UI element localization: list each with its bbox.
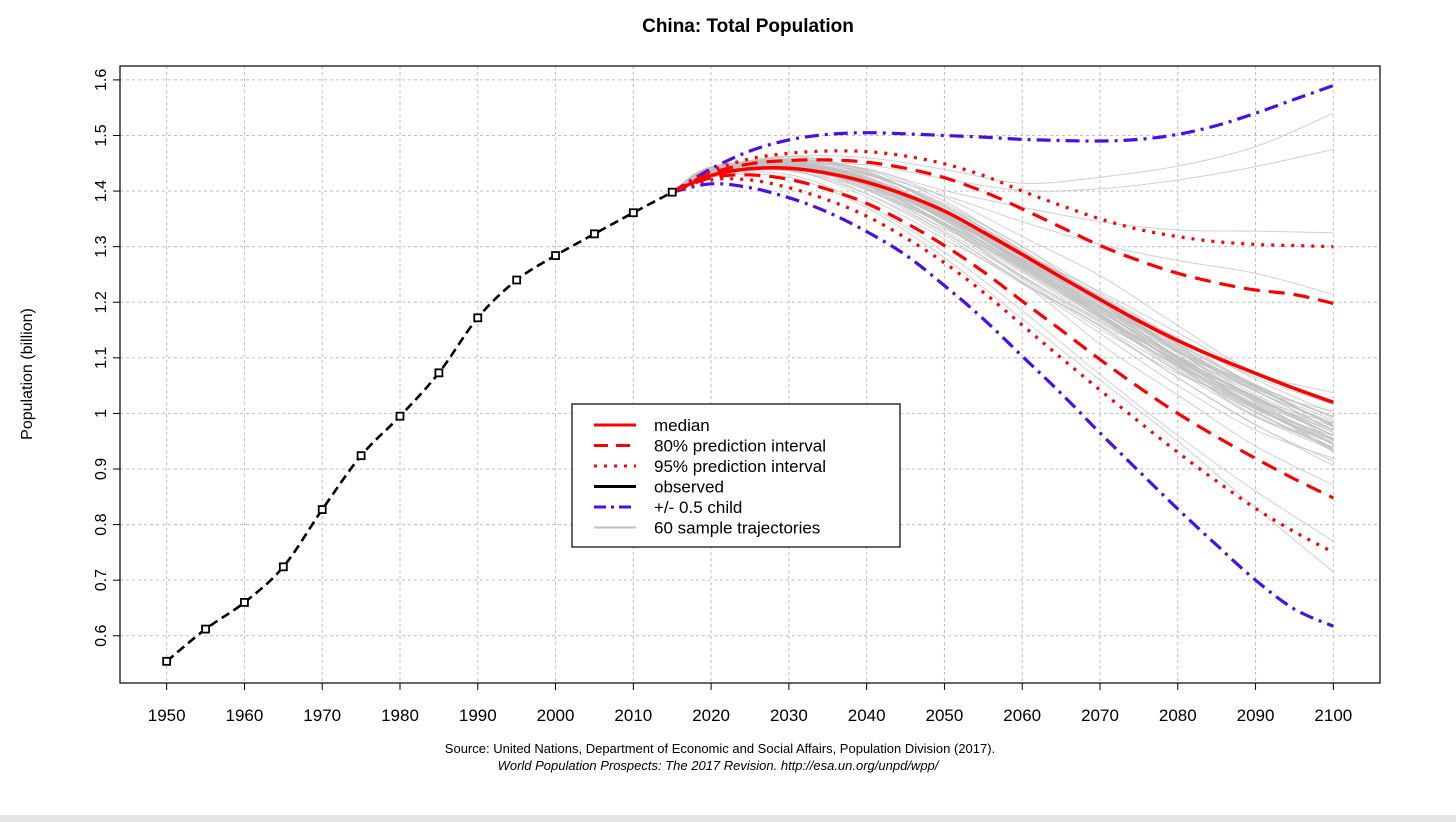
legend-label-median: median [654,416,710,435]
window-bottom-bar [0,815,1456,822]
legend-label-0-5-child: +/- 0.5 child [654,498,742,517]
series-line-observed [165,191,673,663]
y-tick-label: 0.7 [93,569,110,591]
sample-trajectory [671,160,1334,234]
legend-box [571,403,901,548]
sample-trajectory [671,164,1334,445]
series-line-0-5-child [671,83,1334,194]
legend-label-observed: observed [654,478,724,497]
x-tick-label: 1970 [303,706,341,725]
legend-label-60-sample-trajectories: 60 sample trajectories [654,519,820,538]
x-tick-label: 2030 [770,706,808,725]
y-tick-label: 0.9 [93,458,110,480]
observed-point [278,562,288,572]
series-lines [162,83,1335,666]
observed-point [240,598,249,607]
observed-point [317,505,327,514]
y-axis: 0.6 0.7 0.8 0.9 1 1.1 1.2 1.3 1.4 1.5 1.6 [93,69,120,647]
source-line-2: World Population Prospects: The 2017 Rev… [498,758,940,773]
series-line-80-prediction-interval-upper [671,158,1334,305]
x-tick-label: 2080 [1159,706,1197,725]
observed-point [162,656,172,666]
y-tick-label: 1.2 [93,291,110,313]
observed-point [551,251,560,260]
x-tick-label: 1990 [459,706,497,725]
observed-point [590,229,599,239]
plot-frame [119,65,1381,684]
sample-trajectory [671,171,1334,542]
observed-point [512,275,522,285]
sample-trajectory [671,112,1334,193]
observed-point [628,208,638,218]
series-line-0-5-child [671,182,1334,628]
observed-point [201,624,210,634]
x-axis: 1950 1960 1970 1980 1990 2000 2010 2020 2030 2040… [148,683,1352,725]
x-tick-label: 1980 [381,706,419,725]
x-tick-label: 2010 [614,706,652,725]
y-axis-label: Population (billion) [19,308,36,440]
observed-point [473,313,483,323]
x-tick-label: 2060 [1003,706,1041,725]
x-tick-label: 2020 [692,706,730,725]
x-tick-label: 2040 [848,706,886,725]
legend-label-80-prediction-interval: 80% prediction interval [654,437,826,456]
observed-point [395,411,405,421]
sample-trajectory [671,163,1334,394]
series-line-80-prediction-interval-lower [671,173,1334,500]
series-line-median [671,166,1334,404]
y-tick-label: 1.1 [93,347,110,369]
sample-trajectory [671,164,1334,295]
y-tick-label: 0.8 [93,513,110,535]
y-tick-label: 1.4 [93,180,110,202]
sample-trajectory [671,148,1334,193]
y-tick-label: 1.6 [93,69,110,91]
sample-trajectory [671,160,1334,448]
x-tick-label: 2070 [1081,706,1119,725]
x-tick-label: 1950 [148,706,186,725]
x-tick-label: 1960 [226,706,264,725]
x-tick-label: 2090 [1237,706,1275,725]
sample-trajectory [671,161,1334,419]
observed-point [356,451,366,461]
sample-trajectory [671,166,1334,445]
x-tick-label: 2100 [1314,706,1352,725]
x-tick-label: 2050 [926,706,964,725]
series-line-95-prediction-interval-upper [671,149,1334,249]
chart-title: China: Total Population [642,16,854,37]
sample-trajectory [671,163,1334,443]
x-tick-label: 2000 [537,706,575,725]
observed-point [667,187,677,197]
y-tick-label: 1.5 [93,124,110,146]
legend-label-95-prediction-interval: 95% prediction interval [654,457,826,476]
observed-point [434,368,444,378]
sample-trajectory [671,158,1334,418]
source-line-1: Source: United Nations, Department of Ec… [445,741,995,756]
y-tick-label: 1.3 [93,235,110,257]
y-tick-label: 0.6 [93,625,110,647]
sample-trajectory [671,166,1334,444]
y-tick-label: 1 [93,409,110,418]
sample-trajectory [672,173,1334,573]
